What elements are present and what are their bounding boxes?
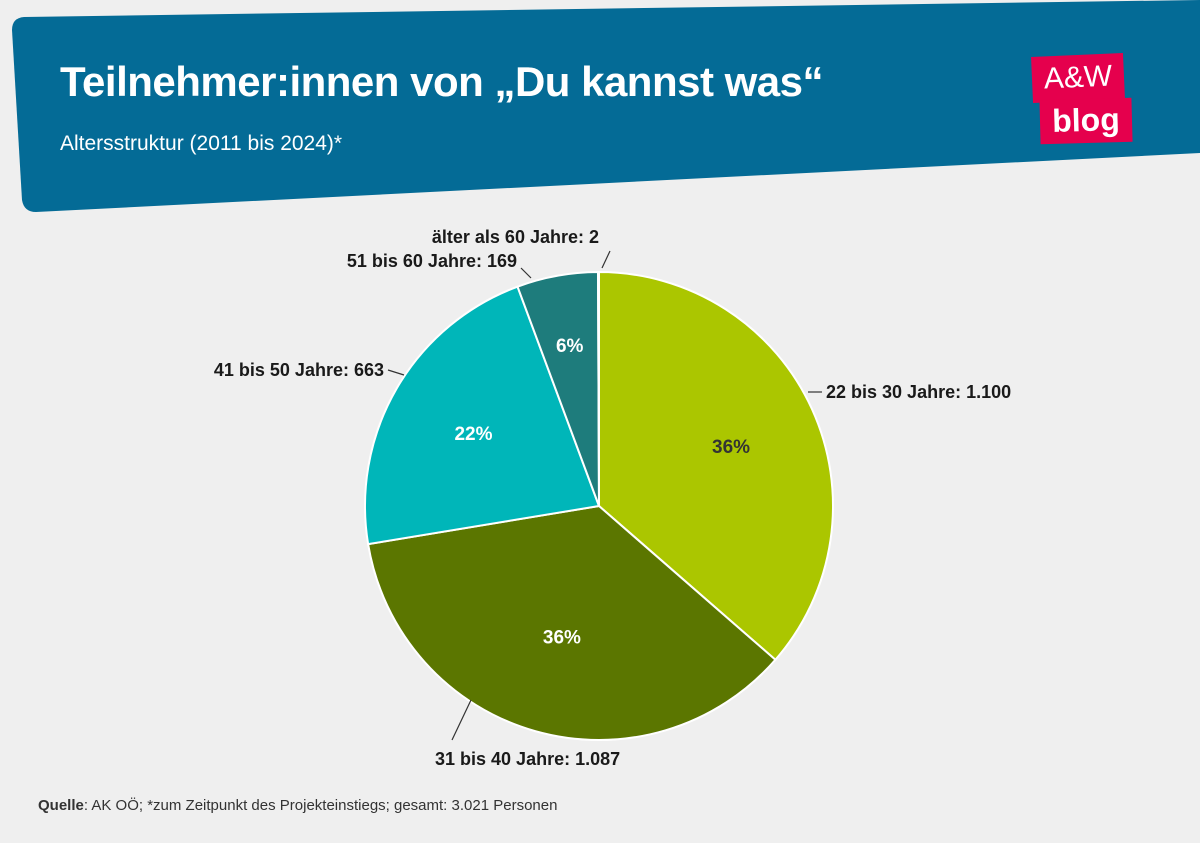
pie-slice-2 — [366, 504, 777, 741]
pie-slice-5 — [597, 270, 600, 507]
leader-line-2 — [451, 699, 472, 741]
source-label: Quelle — [38, 797, 84, 814]
header-band — [12, 0, 1200, 212]
slice-category-label-3: 41 bis 50 Jahre: 663 — [214, 360, 384, 380]
slice-category-label-4: 51 bis 60 Jahre: 169 — [347, 251, 517, 271]
leader-line-4 — [520, 267, 532, 279]
slice-percent-label-1: 36% — [712, 437, 750, 458]
slice-category-label-1: 22 bis 30 Jahre: 1.100 — [826, 382, 1011, 402]
slice-percent-label-2: 36% — [543, 628, 581, 649]
slice-percent-label-3: 22% — [454, 424, 492, 445]
leader-line-3 — [387, 369, 405, 376]
footer-source: Quelle: AK OÖ; *zum Zeitpunkt des Projek… — [38, 797, 557, 814]
slice-percent-label-4: 6% — [556, 336, 584, 357]
chart-title: Teilnehmer:innen von „Du kannst was“ — [60, 58, 824, 105]
slice-category-label-5: älter als 60 Jahre: 2 — [432, 227, 599, 247]
slice-category-label-2: 31 bis 40 Jahre: 1.087 — [435, 749, 620, 769]
source-text: : AK OÖ; *zum Zeitpunkt des Projekteinst… — [83, 797, 558, 814]
leader-line-5 — [601, 250, 611, 269]
chart-subtitle: Altersstruktur (2011 bis 2024)* — [60, 132, 343, 155]
pie-slice-1 — [598, 270, 834, 662]
